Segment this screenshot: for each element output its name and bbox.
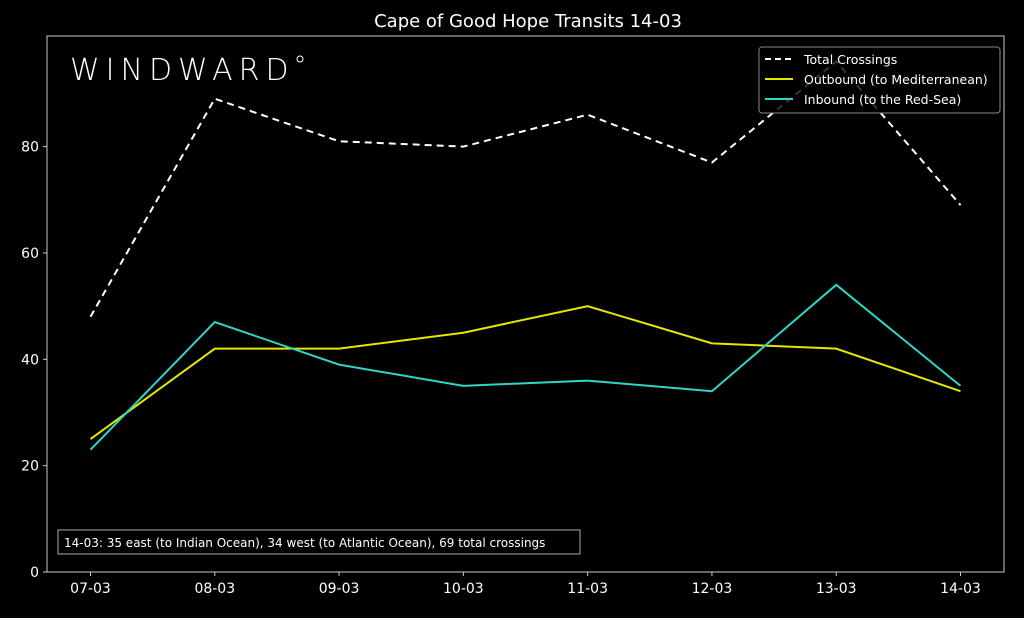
x-tick-label: 11-03 (567, 581, 608, 597)
legend: Total Crossings Outbound (to Mediterrane… (759, 47, 1000, 113)
annotation-box: 14-03: 35 east (to Indian Ocean), 34 wes… (58, 530, 580, 554)
y-tick-label: 80 (21, 140, 39, 156)
y-tick-label: 0 (30, 565, 39, 581)
legend-label: Inbound (to the Red-Sea) (804, 92, 961, 107)
legend-label: Outbound (to Mediterranean) (804, 72, 988, 87)
x-tick-label: 12-03 (692, 581, 733, 597)
y-tick-label: 40 (21, 352, 39, 368)
legend-label: Total Crossings (803, 52, 897, 67)
x-tick-label: 08-03 (194, 581, 235, 597)
y-tick-label: 20 (21, 459, 39, 475)
annotation-text: 14-03: 35 east (to Indian Ocean), 34 wes… (64, 536, 545, 550)
x-tick-label: 13-03 (816, 581, 857, 597)
svg-text:WINDWARD: WINDWARD (70, 53, 295, 88)
x-tick-label: 07-03 (70, 581, 111, 597)
logo: WINDWARD (70, 53, 303, 88)
x-tick-label: 14-03 (940, 581, 981, 597)
x-tick-label: 10-03 (443, 581, 484, 597)
chart-title: Cape of Good Hope Transits 14-03 (374, 11, 682, 32)
x-tick-label: 09-03 (319, 581, 360, 597)
y-tick-label: 60 (21, 246, 39, 262)
